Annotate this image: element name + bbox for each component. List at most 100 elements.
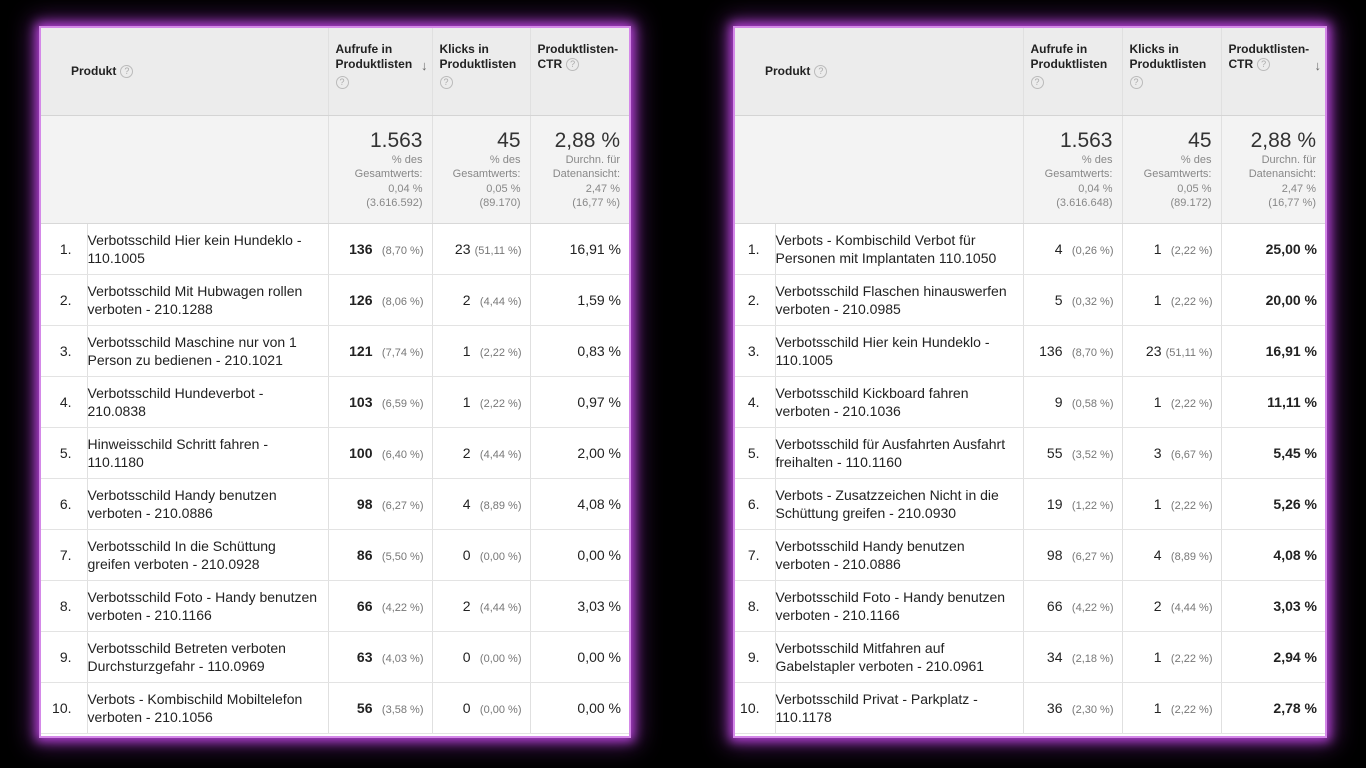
row-rank: 5.: [41, 427, 88, 479]
table-row[interactable]: 3. Verbotsschild Hier kein Hundeklo - 110…: [735, 325, 1325, 377]
product-name-link[interactable]: Verbotsschild Flaschen hinauswerfen verb…: [775, 274, 1024, 326]
table-row[interactable]: 2. Verbotsschild Mit Hubwagen rollen verb…: [41, 274, 629, 326]
product-name-link[interactable]: Verbotsschild Handy benutzen verboten - …: [87, 478, 329, 530]
views-percent: (8,70 %): [381, 244, 424, 257]
table-row[interactable]: 3. Verbotsschild Maschine nur von 1 Perso…: [41, 325, 629, 377]
row-rank: 1.: [41, 223, 88, 275]
views-percent: (8,06 %): [381, 295, 424, 308]
sort-descending-icon[interactable]: ↓: [1314, 58, 1322, 73]
table-row[interactable]: 9. Verbotsschild Betreten verboten Durchs…: [41, 631, 629, 683]
column-header-produkt-label: Produkt: [765, 64, 811, 79]
row-rank: 10.: [41, 682, 88, 734]
column-header-ctr-label: Produktlisten-CTR?: [1222, 28, 1326, 72]
table-row[interactable]: 7. Verbotsschild Handy benutzen verboten …: [735, 529, 1325, 581]
column-header-produkt[interactable]: Produkt?: [41, 28, 329, 116]
clicks-cell: 1 (2,22 %): [1122, 274, 1222, 326]
table-row[interactable]: 10. Verbots - Kombischild Mobiltelefon ve…: [41, 682, 629, 734]
product-name-link[interactable]: Verbotsschild Hier kein Hundeklo - 110.1…: [87, 223, 329, 275]
column-header-klicks[interactable]: Klicks in Produktlisten ?: [432, 28, 531, 116]
table-row[interactable]: 8. Verbotsschild Foto - Handy benutzen ve…: [735, 580, 1325, 632]
totals-blank-cell: [41, 115, 329, 224]
table-row[interactable]: 6. Verbots - Zusatzzeichen Nicht in die S…: [735, 478, 1325, 530]
table-row[interactable]: 1. Verbotsschild Hier kein Hundeklo - 110…: [41, 223, 629, 275]
table-row[interactable]: 5. Verbotsschild für Ausfahrten Ausfahrt …: [735, 427, 1325, 479]
product-name-link[interactable]: Verbotsschild Privat - Parkplatz - 110.1…: [775, 682, 1024, 734]
table-row[interactable]: 10. Verbotsschild Privat - Parkplatz - 11…: [735, 682, 1325, 734]
clicks-value: 1: [1153, 240, 1162, 257]
product-name-link[interactable]: Verbotsschild Mitfahren auf Gabelstapler…: [775, 631, 1024, 683]
ctr-cell: 4,08 %: [1221, 529, 1325, 581]
column-header-ctr[interactable]: Produktlisten-CTR?: [530, 28, 630, 116]
totals-klicks-sub: % des Gesamtwerts: 0,05 % (89.170): [452, 153, 521, 210]
column-header-aufrufe[interactable]: Aufrufe in Produktlisten ? ↓: [328, 28, 433, 116]
product-name-link[interactable]: Verbotsschild für Ausfahrten Ausfahrt fr…: [775, 427, 1024, 479]
help-icon[interactable]: ?: [335, 76, 349, 89]
views-percent: (7,74 %): [381, 346, 424, 359]
product-name-link[interactable]: Verbotsschild Handy benutzen verboten - …: [775, 529, 1024, 581]
product-name-link[interactable]: Verbots - Kombischild Mobiltelefon verbo…: [87, 682, 329, 734]
clicks-value: 4: [1153, 546, 1162, 563]
product-name-link[interactable]: Verbotsschild Maschine nur von 1 Person …: [87, 325, 329, 377]
product-name-link[interactable]: Verbotsschild Hier kein Hundeklo - 110.1…: [775, 325, 1024, 377]
product-name-link[interactable]: Verbotsschild Betreten verboten Durchstu…: [87, 631, 329, 683]
row-rank: 3.: [41, 325, 88, 377]
ctr-cell: 0,00 %: [530, 529, 629, 581]
product-name-link[interactable]: Hinweisschild Schritt fahren - 110.1180: [87, 427, 329, 479]
product-name-link[interactable]: Verbotsschild In die Schüttung greifen v…: [87, 529, 329, 581]
row-rank: 7.: [735, 529, 776, 581]
clicks-value: 4: [462, 495, 471, 512]
table-row[interactable]: 1. Verbots - Kombischild Verbot für Perso…: [735, 223, 1325, 275]
clicks-cell: 2 (4,44 %): [432, 580, 531, 632]
product-name-link[interactable]: Verbotsschild Kickboard fahren verboten …: [775, 376, 1024, 428]
product-name-link[interactable]: Verbotsschild Foto - Handy benutzen verb…: [775, 580, 1024, 632]
table-row[interactable]: 7. Verbotsschild In die Schüttung greifen…: [41, 529, 629, 581]
totals-aufrufe-sub: % des Gesamtwerts: 0,04 % (3.616.592): [354, 153, 423, 210]
totals-ctr-cell: 2,88 % Durchn. für Datenansicht: 2,47 % …: [1221, 115, 1325, 224]
views-value: 126: [349, 291, 373, 308]
table-row[interactable]: 9. Verbotsschild Mitfahren auf Gabelstapl…: [735, 631, 1325, 683]
views-cell: 98 (6,27 %): [328, 478, 433, 530]
product-name-link[interactable]: Verbots - Zusatzzeichen Nicht in die Sch…: [775, 478, 1024, 530]
column-header-ctr-label: Produktlisten-CTR?: [531, 28, 630, 72]
table-row[interactable]: 8. Verbotsschild Foto - Handy benutzen ve…: [41, 580, 629, 632]
ctr-cell: 2,00 %: [530, 427, 629, 479]
sort-descending-icon[interactable]: ↓: [421, 58, 428, 73]
clicks-cell: 1 (2,22 %): [432, 376, 531, 428]
clicks-cell: 2 (4,44 %): [432, 274, 531, 326]
table-row[interactable]: 4. Verbotsschild Hundeverbot - 210.0838 10…: [41, 376, 629, 428]
views-percent: (4,22 %): [381, 601, 424, 614]
views-value: 121: [349, 342, 373, 359]
product-name-link[interactable]: Verbotsschild Hundeverbot - 210.0838: [87, 376, 329, 428]
totals-aufrufe-value: 1.563: [1059, 128, 1113, 152]
product-name-link[interactable]: Verbots - Kombischild Verbot für Persone…: [775, 223, 1024, 275]
column-header-klicks[interactable]: Klicks in Produktlisten ?: [1122, 28, 1222, 116]
views-cell: 19 (1,22 %): [1023, 478, 1123, 530]
column-header-produkt[interactable]: Produkt?: [735, 28, 1024, 116]
column-header-klicks-label: Klicks in Produktlisten: [1129, 42, 1207, 71]
help-icon[interactable]: ?: [120, 65, 134, 79]
help-icon[interactable]: ?: [1030, 76, 1044, 89]
clicks-percent: (2,22 %): [1170, 397, 1213, 410]
product-name-link[interactable]: Verbotsschild Foto - Handy benutzen verb…: [87, 580, 329, 632]
table-row[interactable]: 4. Verbotsschild Kickboard fahren verbote…: [735, 376, 1325, 428]
table-row[interactable]: 5. Hinweisschild Schritt fahren - 110.118…: [41, 427, 629, 479]
column-header-ctr[interactable]: Produktlisten-CTR? ↓: [1221, 28, 1326, 116]
column-header-aufrufe[interactable]: Aufrufe in Produktlisten ?: [1023, 28, 1123, 116]
totals-row: 1.563 % des Gesamtwerts: 0,04 % (3.616.5…: [41, 115, 629, 224]
row-rank: 6.: [41, 478, 88, 530]
help-icon[interactable]: ?: [439, 76, 453, 89]
table-row[interactable]: 6. Verbotsschild Handy benutzen verboten …: [41, 478, 629, 530]
help-icon[interactable]: ?: [1129, 76, 1143, 89]
totals-klicks-sub: % des Gesamtwerts: 0,05 % (89.172): [1143, 153, 1212, 210]
clicks-cell: 0 (0,00 %): [432, 631, 531, 683]
help-icon[interactable]: ?: [566, 58, 580, 72]
ctr-cell: 0,83 %: [530, 325, 629, 377]
product-name-link[interactable]: Verbotsschild Mit Hubwagen rollen verbot…: [87, 274, 329, 326]
help-icon[interactable]: ?: [814, 65, 828, 79]
clicks-cell: 1 (2,22 %): [432, 325, 531, 377]
help-icon[interactable]: ?: [1257, 58, 1271, 72]
table-row[interactable]: 2. Verbotsschild Flaschen hinauswerfen ve…: [735, 274, 1325, 326]
row-rank: 8.: [735, 580, 776, 632]
views-cell: 55 (3,52 %): [1023, 427, 1123, 479]
views-cell: 126 (8,06 %): [328, 274, 433, 326]
